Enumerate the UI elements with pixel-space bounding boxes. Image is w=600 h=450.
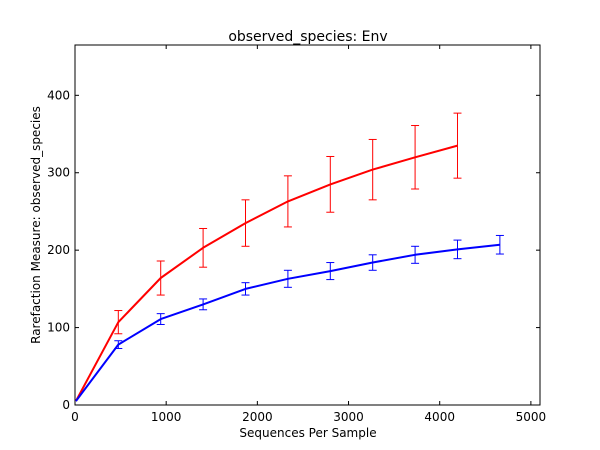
y-tick-label: 400 bbox=[47, 88, 70, 102]
x-tick-label: 5000 bbox=[516, 410, 547, 424]
x-tick-label: 0 bbox=[71, 410, 79, 424]
x-tick-label: 4000 bbox=[424, 410, 455, 424]
x-axis-label: Sequences Per Sample bbox=[239, 426, 376, 440]
plot-frame bbox=[74, 44, 541, 406]
chart-title: observed_species: Env bbox=[228, 29, 387, 45]
x-tick-label: 1000 bbox=[151, 410, 182, 424]
y-tick-label: 100 bbox=[47, 321, 70, 335]
y-tick-label: 200 bbox=[47, 243, 70, 257]
series-1-line bbox=[75, 144, 458, 402]
y-tick-label: 0 bbox=[62, 398, 70, 412]
x-tick-label: 3000 bbox=[333, 410, 364, 424]
x-tick-label: 2000 bbox=[242, 410, 273, 424]
plot-area: 0 1000 2000 3000 4000 5000 0 100 200 300 400 bbox=[47, 44, 547, 424]
y-axis-label: Rarefaction Measure: observed_species bbox=[29, 106, 43, 344]
y-tick-label: 300 bbox=[47, 166, 70, 180]
